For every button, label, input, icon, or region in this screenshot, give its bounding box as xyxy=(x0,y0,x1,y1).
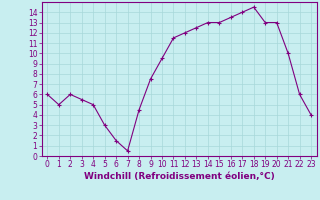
X-axis label: Windchill (Refroidissement éolien,°C): Windchill (Refroidissement éolien,°C) xyxy=(84,172,275,181)
